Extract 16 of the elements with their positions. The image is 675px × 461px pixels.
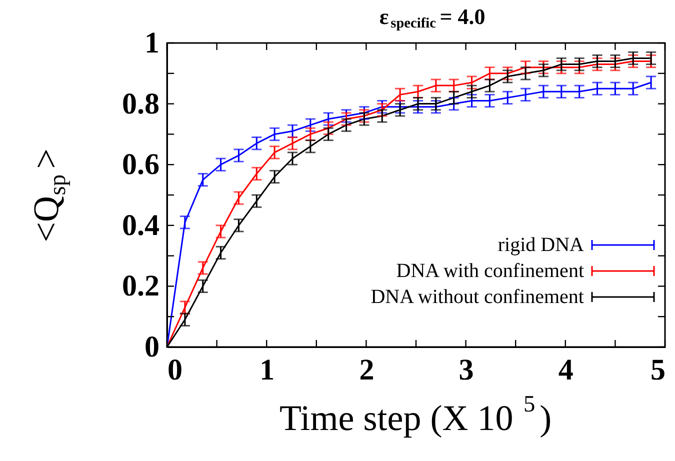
y-tick-label: 0 bbox=[144, 330, 160, 364]
y-tick-label: 0.8 bbox=[122, 87, 160, 120]
legend-label: DNA with confinement bbox=[396, 260, 584, 282]
y-tick-label: 0.4 bbox=[122, 208, 160, 242]
x-tick-label: 1 bbox=[260, 354, 275, 386]
x-tick-label: 5 bbox=[650, 354, 666, 386]
y-tick-label: 0.6 bbox=[122, 148, 160, 182]
y-axis-title: <Qsp> bbox=[26, 148, 71, 242]
x-tick-label: 2 bbox=[359, 354, 374, 386]
legend-label: rigid DNA bbox=[498, 234, 585, 256]
x-tick-label: 3 bbox=[458, 354, 474, 386]
y-tick-label: 1 bbox=[144, 26, 160, 60]
x-tick-label: 4 bbox=[558, 354, 574, 386]
legend-label: DNA without confinement bbox=[370, 286, 584, 308]
x-tick-label: 0 bbox=[168, 354, 182, 386]
y-tick-label: 0.2 bbox=[122, 270, 160, 303]
